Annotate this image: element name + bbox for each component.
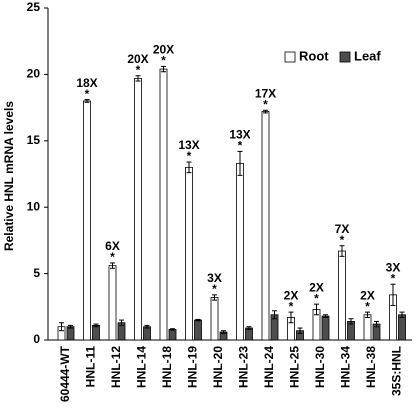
bar: [236, 162, 244, 341]
error-bar: [119, 319, 124, 326]
x-tick-label: HNL-19: [186, 346, 200, 388]
legend-swatch: [339, 51, 351, 63]
bar: [168, 328, 177, 341]
error-bar: [186, 161, 192, 174]
y-axis-label: Relative HNL mRNA levels: [2, 101, 16, 251]
error-bar: [68, 324, 73, 329]
fold-label: 17X: [255, 86, 276, 100]
bar: [210, 297, 219, 341]
x-tick-label: HNL-23: [237, 346, 251, 388]
error-bar: [272, 310, 277, 320]
error-bar: [195, 318, 201, 322]
x-tick-label: HNL-11: [84, 346, 98, 388]
x-tick-label: HNL-38: [364, 346, 378, 388]
error-bar: [390, 283, 396, 306]
error-bar: [161, 65, 166, 73]
y-tick-label: 15: [27, 133, 41, 147]
error-bar: [144, 324, 150, 329]
bar: [363, 314, 372, 341]
error-bar: [263, 109, 268, 114]
bar: [338, 250, 346, 341]
fold-label: 13X: [229, 128, 250, 142]
legend-label: Root: [299, 48, 329, 63]
legend-swatch: [284, 51, 296, 63]
x-tick-label: HNL-12: [109, 346, 123, 388]
fold-label: 2X: [360, 288, 375, 302]
bar: [83, 100, 91, 341]
error-bar: [348, 318, 354, 325]
x-tick-label: HNL-20: [211, 346, 225, 388]
error-bar: [246, 326, 252, 330]
error-bar: [288, 311, 294, 324]
x-tick-label: 35S:HNL: [390, 346, 404, 396]
x-tick-label: 60444-WT: [58, 345, 72, 402]
significance-mark: *: [314, 291, 319, 305]
error-bar: [323, 314, 328, 318]
fold-label: 13X: [178, 138, 199, 152]
fold-label: 20X: [127, 52, 148, 66]
error-bar: [221, 330, 226, 334]
error-bar: [59, 322, 64, 332]
bar: [194, 319, 202, 341]
error-bar: [297, 327, 303, 334]
significance-mark: *: [161, 54, 166, 68]
bar: [261, 111, 270, 341]
significance-mark: *: [136, 63, 141, 77]
fold-label: 6X: [105, 239, 120, 253]
significance-mark: *: [85, 87, 90, 101]
significance-mark: *: [340, 233, 345, 247]
legend-label: Leaf: [354, 48, 381, 63]
fold-label: 18X: [76, 76, 97, 90]
error-bar: [110, 262, 115, 269]
x-tick-label: HNL-30: [313, 346, 327, 388]
error-bar: [212, 294, 217, 301]
significance-mark: *: [110, 250, 115, 264]
x-tick-label: HNL-14: [135, 346, 149, 388]
x-tick-label: HNL-34: [339, 346, 353, 388]
significance-mark: *: [365, 299, 370, 313]
error-bar: [374, 320, 379, 328]
bar: [134, 77, 142, 341]
x-tick-label: HNL-18: [160, 346, 174, 388]
error-bar: [93, 323, 99, 328]
error-bar: [399, 311, 405, 318]
y-tick-label: 25: [27, 0, 41, 14]
fold-label: 2X: [309, 280, 324, 294]
bar: [159, 68, 168, 341]
bar: [185, 166, 193, 341]
error-bar: [365, 311, 370, 318]
fold-label: 7X: [335, 222, 350, 236]
y-tick-label: 10: [27, 199, 41, 213]
fold-label: 3X: [386, 260, 401, 274]
significance-mark: *: [212, 282, 217, 296]
bar: [143, 326, 151, 341]
bar: [92, 324, 100, 341]
bar: [108, 265, 117, 341]
significance-mark: *: [187, 149, 192, 163]
error-bar: [170, 328, 175, 331]
y-tick-label: 20: [27, 67, 41, 81]
bar: [66, 326, 75, 341]
fold-label: 2X: [284, 288, 299, 302]
x-tick-label: HNL-24: [262, 346, 276, 388]
y-tick-label: 0: [33, 332, 40, 346]
fold-label: 3X: [207, 271, 222, 285]
error-bar: [237, 150, 243, 176]
fold-label: 20X: [153, 43, 174, 57]
error-bar: [339, 245, 345, 257]
significance-mark: *: [238, 139, 243, 153]
error-bar: [84, 99, 90, 103]
x-tick-label: HNL-25: [288, 346, 302, 388]
y-tick-label: 5: [33, 266, 40, 280]
error-bar: [314, 303, 319, 316]
significance-mark: *: [263, 97, 268, 111]
bar: [321, 315, 330, 341]
error-bar: [135, 75, 141, 82]
significance-mark: *: [289, 299, 294, 313]
bar: [398, 314, 406, 341]
significance-mark: *: [391, 271, 396, 285]
